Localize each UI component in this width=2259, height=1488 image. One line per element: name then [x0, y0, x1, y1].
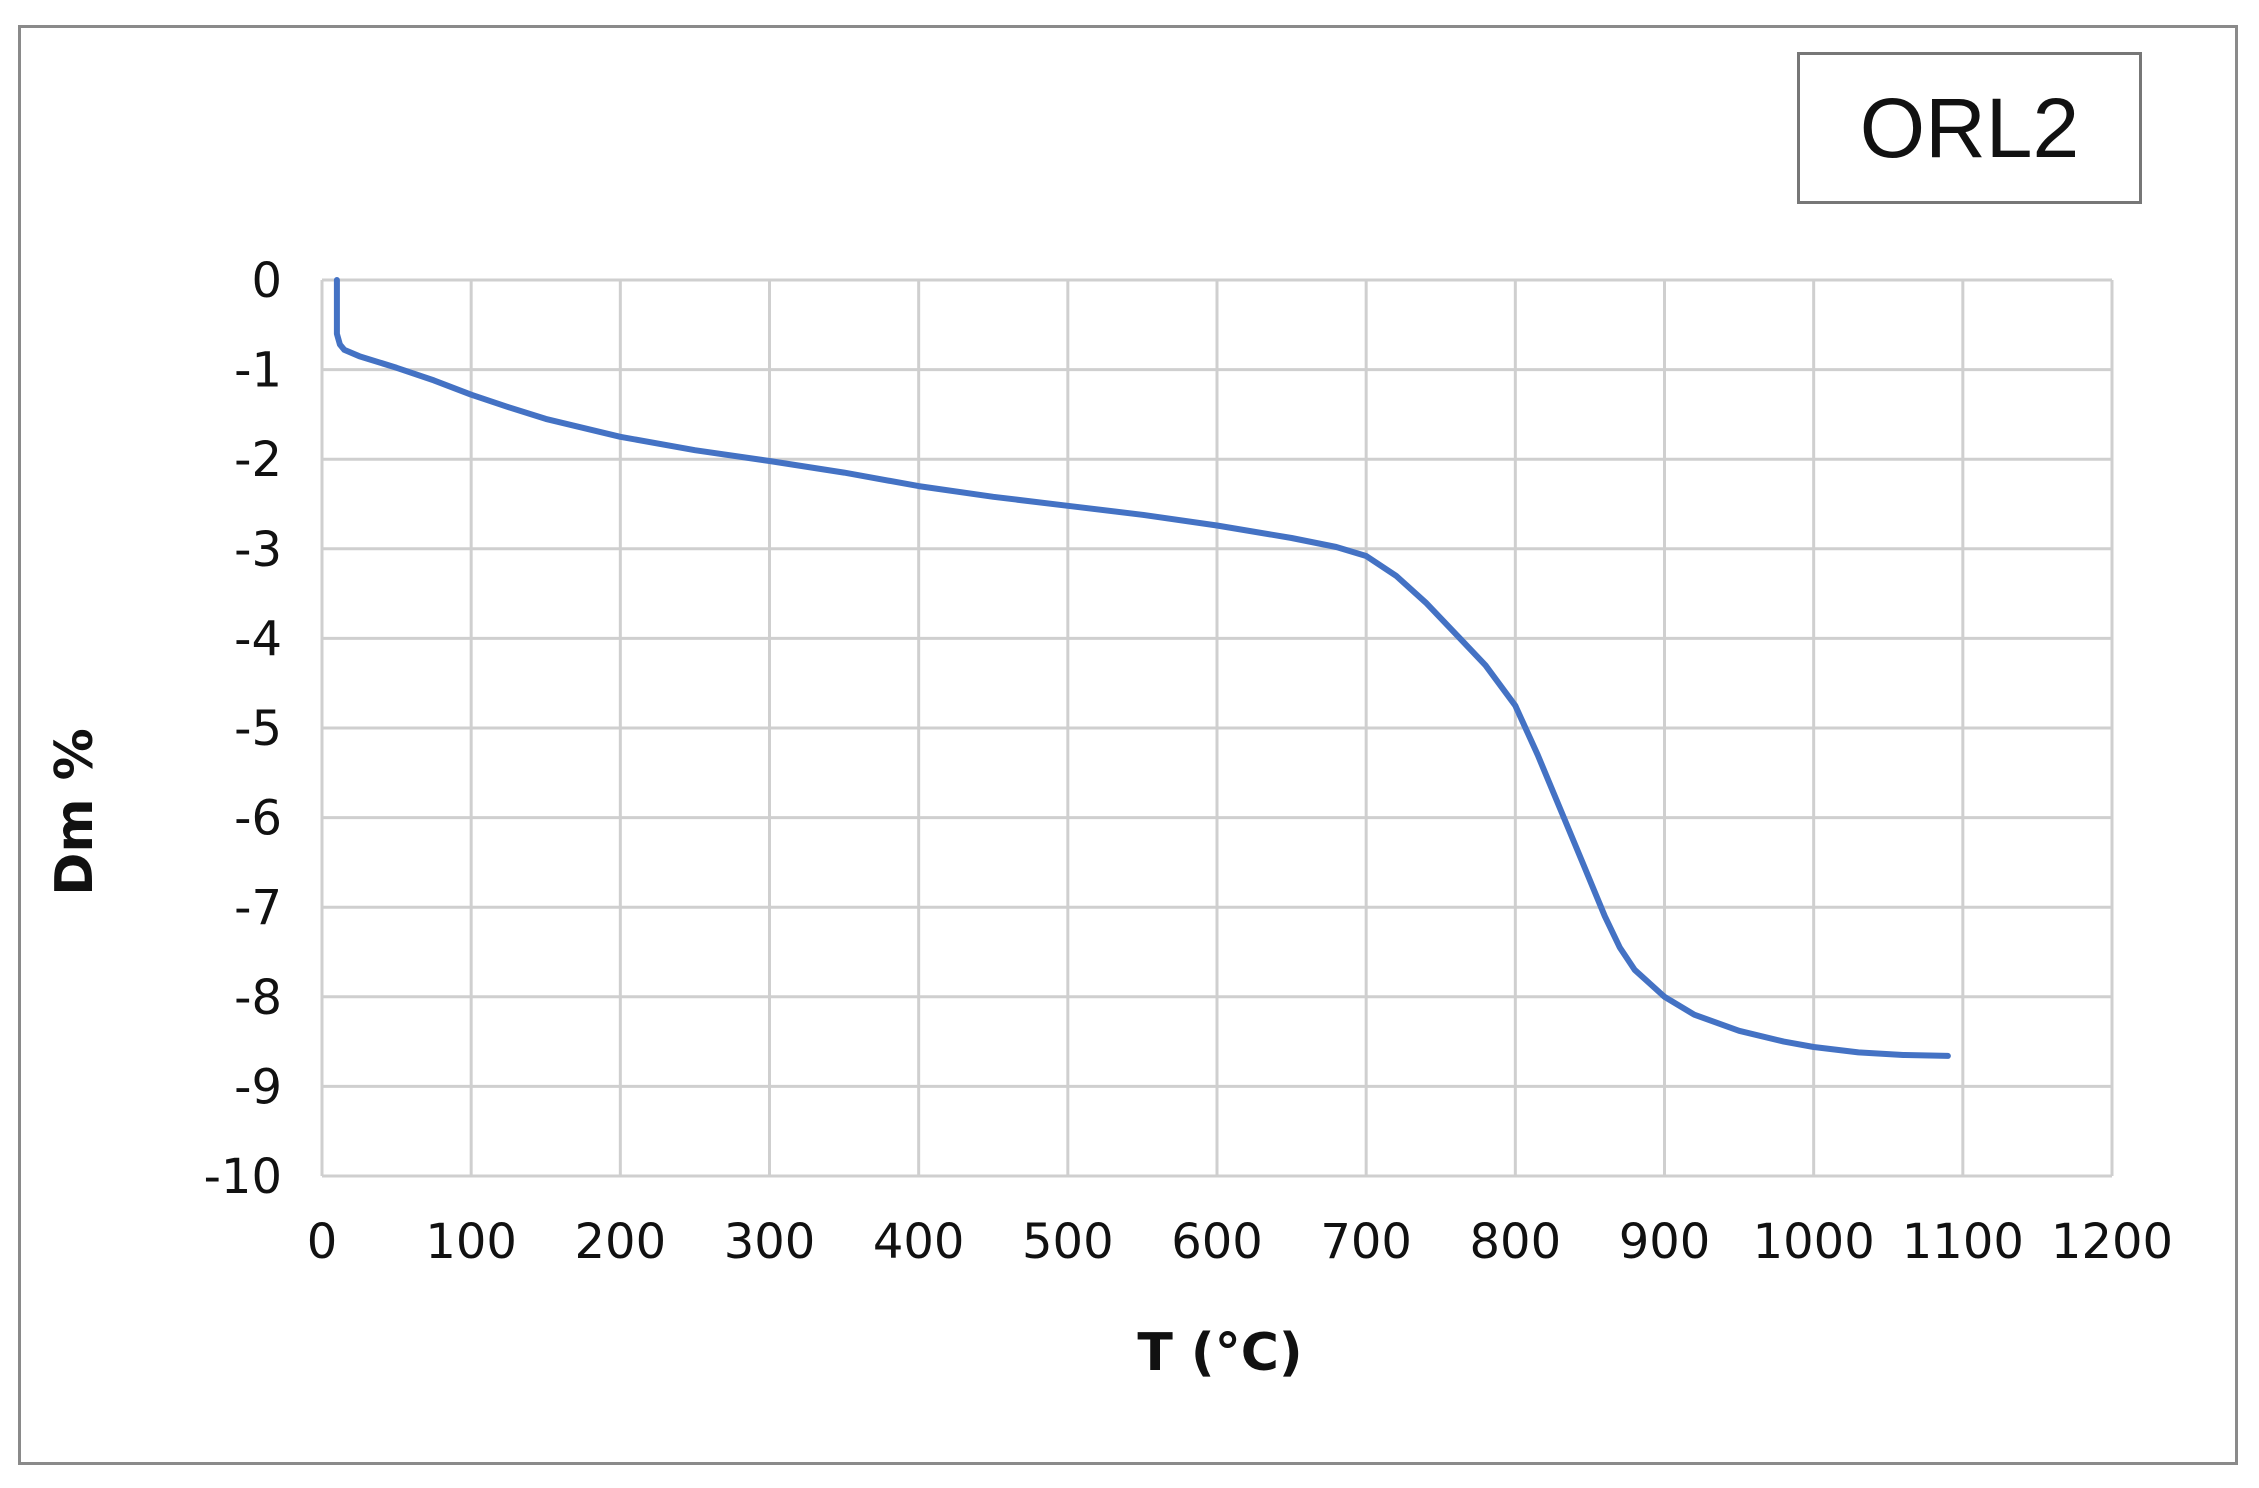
x-tick-label: 400 [873, 1214, 965, 1270]
y-tick-label: -8 [234, 970, 282, 1026]
y-tick-label: -4 [234, 611, 282, 667]
y-tick-label: 0 [251, 253, 282, 309]
grid-lines [320, 278, 2114, 1178]
x-tick-label: 900 [1619, 1214, 1711, 1270]
x-tick-labels: 0 100 200 300 400 500 600 700 800 900 1000 1100 1200 [307, 1214, 2173, 1270]
y-tick-label: -6 [234, 791, 282, 847]
x-tick-label: 800 [1470, 1214, 1562, 1270]
x-tick-label: 1000 [1753, 1214, 1875, 1270]
x-tick-label: 0 [307, 1214, 338, 1270]
y-tick-label: -5 [234, 701, 282, 757]
y-tick-label: -1 [234, 343, 282, 399]
y-tick-label: -10 [204, 1149, 282, 1205]
x-tick-label: 500 [1022, 1214, 1114, 1270]
series-line-0 [333, 277, 1951, 1059]
x-tick-label: 700 [1320, 1214, 1412, 1270]
y-axis-label: Dm % [45, 728, 105, 896]
y-tick-label: -3 [234, 522, 282, 578]
series-lines [333, 277, 1951, 1059]
y-tick-label: -7 [234, 880, 282, 936]
chart-title: ORL2 [1797, 52, 2142, 204]
x-tick-label: 600 [1171, 1214, 1263, 1270]
x-tick-label: 200 [575, 1214, 667, 1270]
x-tick-label: 1100 [1902, 1214, 2024, 1270]
x-tick-label: 100 [425, 1214, 517, 1270]
y-tick-labels: 0 -1 -2 -3 -4 -5 -6 -7 -8 -9 -10 [204, 253, 282, 1205]
x-axis-label: T (°C) [1137, 1323, 1302, 1383]
y-tick-label: -9 [234, 1059, 282, 1115]
chart-frame [18, 25, 2238, 1465]
x-tick-label: 300 [724, 1214, 816, 1270]
x-tick-label: 1200 [2051, 1214, 2173, 1270]
y-tick-label: -2 [234, 432, 282, 488]
